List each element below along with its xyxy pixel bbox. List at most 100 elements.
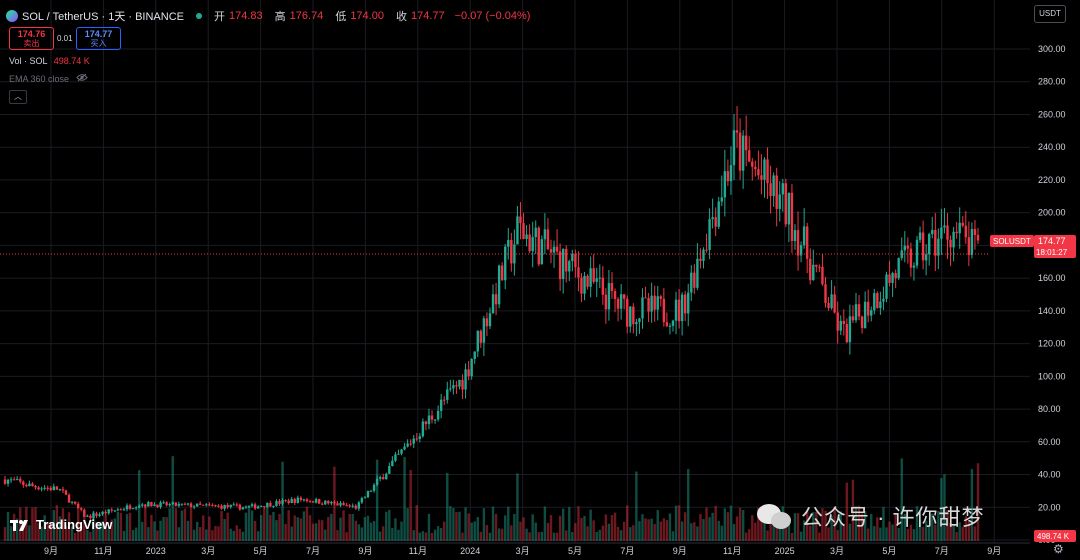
- volume-bar: [622, 521, 626, 541]
- candle-body: [924, 254, 928, 261]
- candle-body: [644, 297, 647, 299]
- buy-button[interactable]: 174.77 买入: [76, 27, 121, 50]
- volume-bar: [95, 521, 98, 541]
- candle-body: [866, 301, 870, 316]
- volume-bar: [287, 510, 290, 541]
- volume-bar: [534, 522, 537, 541]
- candle-body: [912, 265, 916, 268]
- time-tick: 11月: [723, 546, 741, 556]
- time-scale[interactable]: 9月 11月 2023 3月 5月 7月 9月 11月 2024 3月 5月 7月 9月 11月 2025 3…: [0, 542, 1030, 556]
- candle-body: [537, 227, 540, 265]
- volume-bar: [870, 514, 873, 541]
- volume-bar: [119, 512, 123, 541]
- candle-body: [616, 298, 620, 309]
- candle-body: [159, 502, 162, 508]
- candle-body: [354, 505, 357, 509]
- candle-body: [473, 351, 476, 360]
- volume-bar: [500, 528, 504, 541]
- volume-bar: [751, 515, 754, 541]
- candle-body: [378, 477, 382, 479]
- volume-bar: [9, 526, 13, 541]
- volume-bar: [128, 512, 132, 541]
- candle-body: [250, 504, 254, 507]
- volume-bar: [577, 506, 580, 541]
- candle-body: [976, 234, 980, 241]
- ema-legend[interactable]: EMA 360 close: [9, 73, 88, 84]
- volume-bar: [67, 512, 71, 541]
- volume-bar: [73, 532, 77, 541]
- volume-bar: [687, 469, 690, 541]
- candle-body: [287, 500, 290, 504]
- buy-label: 买入: [90, 39, 107, 48]
- candle-body: [138, 505, 141, 508]
- volume-bar: [189, 507, 193, 541]
- volume-bar: [174, 508, 178, 541]
- candle-body: [86, 515, 89, 517]
- volume-bar: [729, 505, 733, 541]
- volume-bar: [296, 517, 300, 541]
- candle-body: [558, 251, 562, 280]
- eye-hidden-icon[interactable]: [75, 73, 88, 84]
- candle-body: [699, 258, 702, 261]
- candle-body: [662, 298, 666, 323]
- candle-body: [845, 324, 849, 343]
- candle-body: [717, 201, 720, 227]
- candle-body: [110, 509, 113, 511]
- volume-bar: [89, 531, 92, 541]
- candle-body: [336, 503, 339, 506]
- candle-body: [601, 277, 605, 295]
- volume-bar: [159, 520, 162, 541]
- volume-bar: [507, 506, 510, 541]
- volume-bar: [339, 517, 342, 541]
- candle-body: [763, 159, 766, 180]
- candle-body: [174, 502, 178, 506]
- volume-bar: [769, 513, 772, 541]
- symbol-title[interactable]: SOL / TetherUS · 1天 · BINANCE: [22, 11, 184, 23]
- sell-label: 卖出: [23, 39, 40, 48]
- candle-body: [622, 294, 626, 299]
- watermark-text: 公众号 · 许你甜梦: [801, 505, 985, 530]
- volume-bar: [616, 526, 620, 541]
- settings-gear-icon[interactable]: ⚙: [1053, 542, 1064, 556]
- price-tick: 160.00: [1038, 273, 1066, 283]
- time-tick: 2025: [775, 546, 795, 556]
- candle-body: [116, 509, 120, 511]
- volume-bar: [34, 507, 37, 541]
- volume-bar: [369, 522, 373, 541]
- volume-bar: [912, 529, 916, 541]
- candle-body: [504, 246, 507, 281]
- candle-body: [217, 505, 220, 507]
- volume-bar: [720, 525, 723, 541]
- volume-bar: [397, 529, 400, 541]
- volume-bar: [571, 532, 574, 541]
- candle-body: [122, 509, 126, 511]
- volume-bar: [531, 514, 534, 541]
- candle-body: [443, 399, 446, 401]
- candle-body: [452, 385, 455, 389]
- tradingview-logo[interactable]: TradingView: [10, 517, 112, 532]
- candle-body: [732, 130, 736, 166]
- collapse-legend-button[interactable]: ︿: [9, 90, 27, 104]
- volume-bar: [568, 507, 571, 541]
- volume-bar: [882, 507, 885, 541]
- volume-bar: [717, 520, 720, 541]
- volume-bar: [244, 512, 248, 541]
- currency-selector-button[interactable]: USDT: [1034, 5, 1066, 23]
- candle-body: [147, 502, 150, 507]
- close-label: 收: [395, 11, 407, 23]
- candle-body: [186, 503, 190, 505]
- candle-body: [409, 443, 412, 445]
- sell-button[interactable]: 174.76 卖出: [9, 27, 54, 50]
- volume-bar: [269, 515, 272, 541]
- candle-body: [199, 503, 202, 505]
- volume-bar: [278, 514, 281, 541]
- volume-bar: [330, 513, 333, 541]
- volume-bar: [949, 522, 952, 541]
- candle-body: [64, 490, 68, 495]
- volume-bar: [799, 531, 803, 541]
- volume-legend[interactable]: Vol · SOL 498.74 K: [9, 56, 90, 66]
- candle-body: [680, 294, 684, 322]
- candle-body: [863, 301, 867, 329]
